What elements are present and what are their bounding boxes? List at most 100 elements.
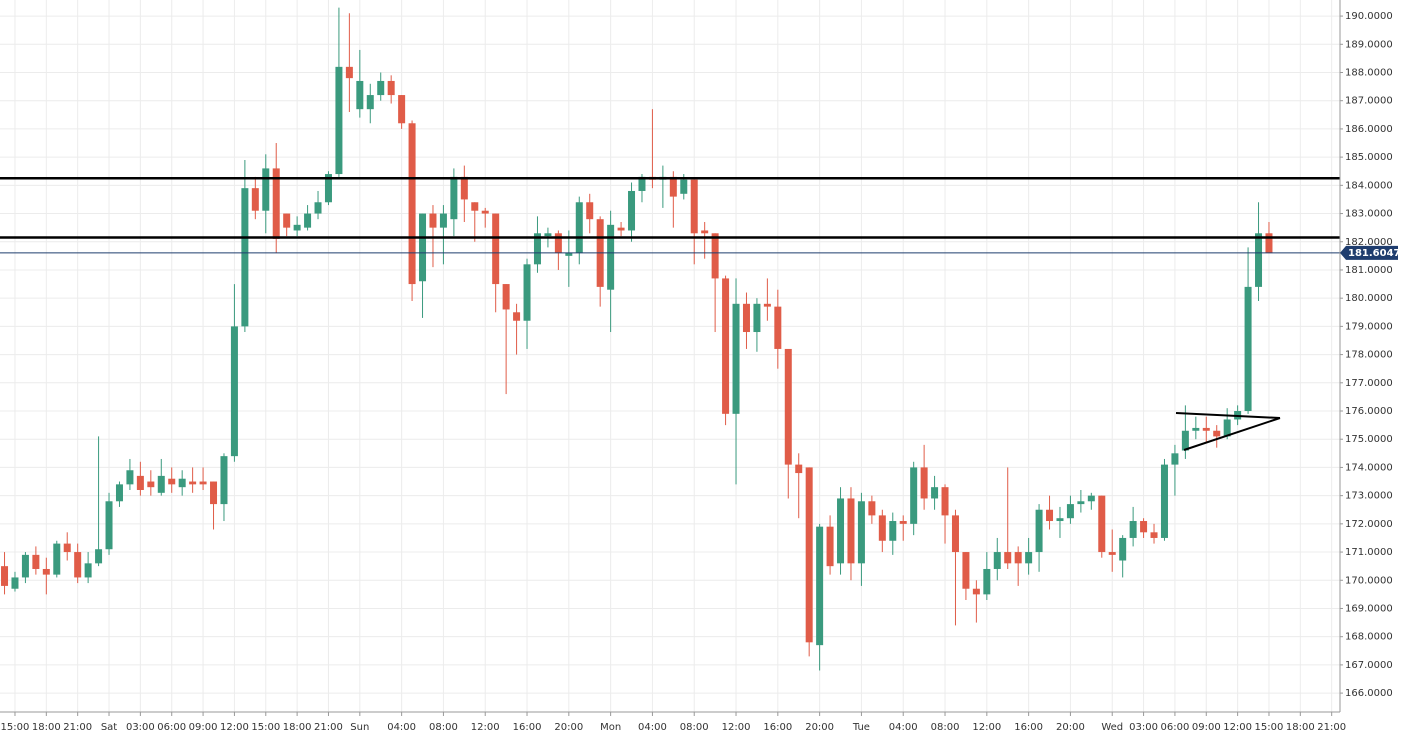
candle-body: [1265, 233, 1273, 254]
x-tick-label: 08:00: [680, 722, 709, 733]
triangle-drawing: [1175, 412, 1281, 451]
x-tick-label: 08:00: [429, 722, 458, 733]
candle-body: [1119, 537, 1127, 561]
candle-body: [1046, 509, 1054, 522]
x-tick-label: 21:00: [1317, 722, 1346, 733]
candle-body: [398, 95, 406, 124]
candle-body: [199, 481, 207, 485]
x-tick-label: 21:00: [63, 722, 92, 733]
candle-body: [356, 80, 364, 110]
candle-body: [283, 213, 291, 228]
trend-line: [1175, 412, 1281, 419]
x-tick-label: 12:00: [220, 722, 249, 733]
y-tick-label: 184.0000: [1345, 180, 1393, 191]
candle-body: [366, 95, 374, 110]
x-tick-label: 03:00: [126, 722, 155, 733]
candle-body: [1129, 521, 1137, 538]
x-tick-label: 09:00: [1192, 722, 1221, 733]
candle-body: [53, 543, 61, 575]
candle-body: [63, 543, 71, 553]
y-tick-label: 169.0000: [1345, 603, 1393, 614]
candle-body: [899, 521, 907, 524]
candle-body: [157, 475, 165, 493]
candle-body: [168, 478, 176, 485]
candle-body: [115, 484, 123, 502]
y-tick-label: 181.0000: [1345, 265, 1393, 276]
candle-body: [1150, 532, 1158, 538]
candle-body: [711, 233, 719, 279]
candle-body: [962, 552, 970, 589]
trend-line: [1183, 417, 1281, 451]
candle-body: [690, 179, 698, 234]
y-tick-label: 190.0000: [1345, 11, 1393, 22]
y-tick-label: 172.0000: [1345, 519, 1393, 530]
candle-body: [983, 568, 991, 595]
x-tick-label: 21:00: [314, 722, 343, 733]
candle-body: [763, 303, 771, 307]
x-tick-label: 12:00: [1223, 722, 1252, 733]
candle-body: [95, 549, 103, 564]
candle-body: [607, 224, 615, 290]
candle-body: [784, 348, 792, 465]
y-tick-label: 189.0000: [1345, 39, 1393, 50]
y-tick-label: 186.0000: [1345, 124, 1393, 135]
price-tag-label: 181.60478: [1348, 248, 1408, 259]
x-tick-label: 09:00: [189, 722, 218, 733]
candle-body: [910, 467, 918, 524]
x-tick-label: 06:00: [157, 722, 186, 733]
x-tick-label: Wed: [1101, 722, 1123, 733]
candle-body: [314, 202, 322, 214]
x-tick-label: 15:00: [1, 722, 30, 733]
x-tick-label: 16:00: [1014, 722, 1043, 733]
y-tick-label: 180.0000: [1345, 293, 1393, 304]
candle-body: [805, 467, 813, 643]
x-tick-label: 15:00: [251, 722, 280, 733]
x-tick-label: 15:00: [1255, 722, 1284, 733]
candle-body: [74, 552, 82, 578]
candle-body: [1056, 518, 1064, 522]
x-tick-label: 18:00: [283, 722, 312, 733]
x-tick-label: Mon: [600, 722, 621, 733]
candle-body: [1192, 427, 1200, 431]
candle-body: [669, 176, 677, 197]
candle-body: [1, 566, 9, 586]
candle-body: [826, 526, 834, 567]
x-tick-label: 12:00: [972, 722, 1001, 733]
candle-body: [1255, 233, 1263, 287]
x-tick-label: 12:00: [471, 722, 500, 733]
x-tick-label: 16:00: [763, 722, 792, 733]
candle-body: [293, 224, 301, 231]
candle-body: [439, 213, 447, 228]
candle-body: [147, 481, 155, 488]
candle-body: [189, 481, 197, 485]
candle-body: [502, 284, 510, 310]
candle-body: [220, 456, 228, 505]
candle-body: [931, 487, 939, 499]
candle-body: [951, 515, 959, 553]
candle-body: [889, 521, 897, 541]
y-tick-label: 185.0000: [1345, 152, 1393, 163]
candle-body: [523, 264, 531, 321]
candle-body: [1077, 501, 1085, 505]
candle-body: [920, 467, 928, 499]
candle-body: [972, 588, 980, 595]
candle-body: [732, 303, 740, 414]
candle-body: [136, 475, 144, 490]
candle-body: [1066, 504, 1074, 519]
candle-body: [533, 233, 541, 265]
y-tick-label: 174.0000: [1345, 462, 1393, 473]
candle-body: [1087, 495, 1095, 502]
candle-body: [492, 213, 500, 285]
candle-body: [210, 481, 218, 505]
candle-body: [680, 179, 688, 194]
y-tick-label: 176.0000: [1345, 406, 1393, 417]
candle-body: [1098, 495, 1106, 553]
candle-body: [586, 202, 594, 220]
candle-body: [868, 501, 876, 516]
candle-body: [304, 213, 312, 228]
x-tick-label: 18:00: [32, 722, 61, 733]
candle-body: [847, 498, 855, 564]
candle-body: [262, 168, 270, 211]
y-tick-label: 182.0000: [1345, 237, 1393, 248]
